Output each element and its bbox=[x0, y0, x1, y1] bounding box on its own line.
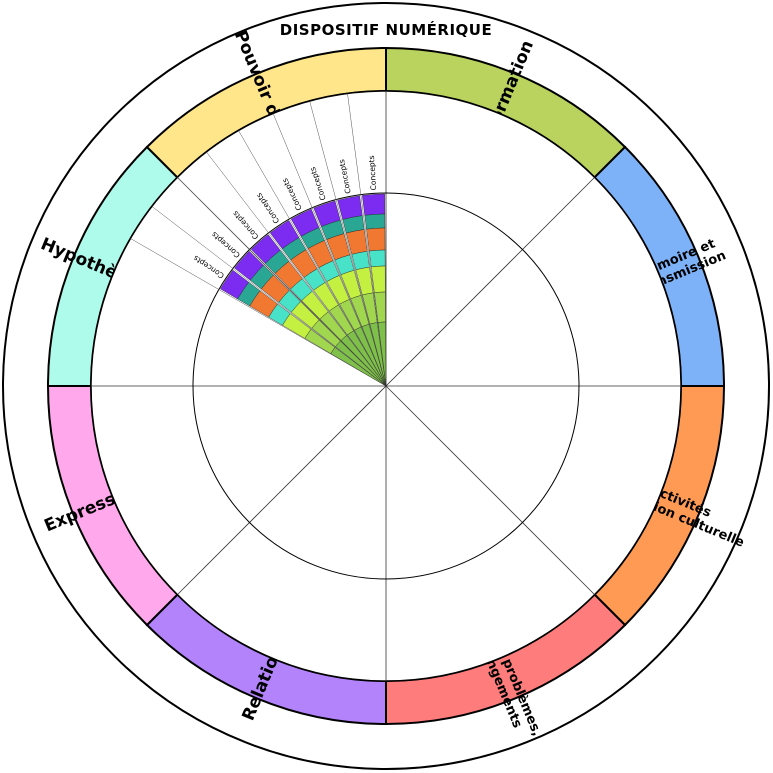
concept-divider bbox=[177, 177, 387, 387]
spoke bbox=[385, 385, 595, 595]
concept-divider bbox=[272, 113, 387, 387]
spoke bbox=[385, 177, 595, 387]
concept-divider bbox=[151, 206, 387, 387]
concept-bar bbox=[366, 227, 386, 252]
concept-divider bbox=[238, 130, 387, 387]
concept-label: Concepts bbox=[367, 155, 378, 191]
concept-divider bbox=[206, 151, 387, 387]
middle-circle bbox=[192, 192, 580, 580]
concept-divider bbox=[347, 93, 387, 387]
concept-bar bbox=[368, 249, 386, 268]
concept-bar bbox=[377, 321, 387, 387]
concept-divider bbox=[309, 100, 387, 387]
concept-divider bbox=[130, 238, 387, 387]
concept-bar bbox=[362, 193, 386, 216]
spoke bbox=[177, 385, 387, 595]
concept-bar bbox=[364, 213, 386, 230]
diagram-title: DISPOSITIF NUMÉRIQUE bbox=[280, 20, 492, 39]
